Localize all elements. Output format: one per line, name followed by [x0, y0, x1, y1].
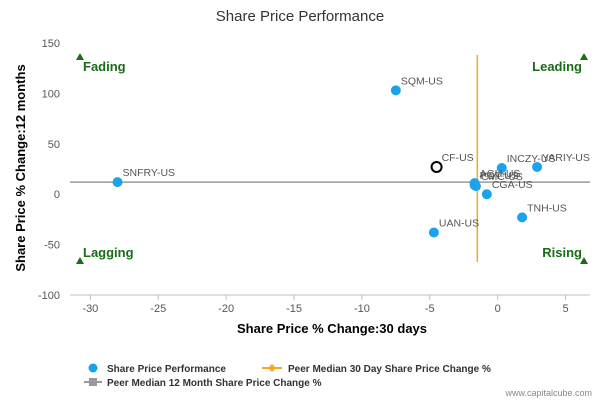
x-axis-label: Share Price % Change:30 days [237, 321, 427, 336]
data-point-label: UAN-US [439, 218, 479, 230]
legend-marker-median-30d [268, 364, 276, 372]
data-point-label: SQM-US [401, 75, 443, 87]
x-tick-label: 5 [562, 303, 568, 315]
y-axis-label: Share Price % Change:12 months [13, 64, 28, 271]
y-tick-label: 50 [48, 139, 60, 151]
x-tick-label: 0 [495, 303, 501, 315]
legend-item-median-12m: Peer Median 12 Month Share Price Change … [107, 378, 322, 389]
quadrant-marker-top-left [76, 53, 84, 60]
credit-text: www.capitalcube.com [504, 388, 592, 398]
quadrant-top-right: Leading [532, 59, 582, 74]
quadrant-bottom-left: Lagging [83, 245, 134, 260]
data-point-label: YARIY-US [542, 152, 590, 164]
y-tick-label: -100 [38, 290, 60, 302]
data-point[interactable] [390, 85, 401, 96]
quadrant-bottom-right: Rising [542, 245, 582, 260]
data-point[interactable] [428, 227, 439, 238]
x-tick-label: -10 [354, 303, 370, 315]
highlight-point-label: CF-US [442, 152, 474, 164]
data-point-label: CGA-US [492, 179, 533, 191]
legend-item-median-30d: Peer Median 30 Day Share Price Change % [288, 364, 491, 375]
y-tick-label: 100 [42, 88, 60, 100]
y-tick-label: 150 [42, 38, 60, 50]
y-tick-label: 0 [54, 189, 60, 201]
y-tick-label: -50 [44, 240, 60, 252]
x-tick-label: -5 [425, 303, 435, 315]
data-point[interactable] [112, 177, 123, 188]
x-tick-label: -20 [218, 303, 234, 315]
data-point-label: AGU-US [480, 168, 521, 180]
data-point-label: INCZY-US [507, 153, 556, 165]
x-tick-label: -30 [82, 303, 98, 315]
data-point-label: CMC-US [481, 171, 523, 183]
data-point-label: SNFRY-US [123, 167, 176, 179]
data-point[interactable] [470, 181, 481, 192]
data-point[interactable] [532, 161, 543, 172]
legend: Share Price Performance Peer Median 30 D… [84, 363, 491, 389]
data-point-label: TNH-US [527, 202, 567, 214]
chart-title: Share Price Performance [216, 8, 384, 25]
quadrant-marker-top-right [580, 53, 588, 60]
data-point[interactable] [496, 162, 507, 173]
quadrant-marker-bottom-left [76, 257, 84, 264]
x-tick-label: -25 [150, 303, 166, 315]
quadrant-top-left: Fading [83, 59, 126, 74]
quadrant-marker-bottom-right [580, 257, 588, 264]
x-tick-label: -15 [286, 303, 302, 315]
highlight-point[interactable] [430, 160, 443, 173]
data-point[interactable] [517, 212, 528, 223]
legend-marker-points [88, 363, 98, 373]
quadrant-labels: Fading Leading Lagging Rising [76, 53, 588, 264]
legend-item-points: Share Price Performance [107, 364, 226, 375]
legend-marker-median-12m [89, 378, 97, 386]
data-point[interactable] [481, 189, 492, 200]
data-point-label: POT-US [480, 170, 519, 182]
